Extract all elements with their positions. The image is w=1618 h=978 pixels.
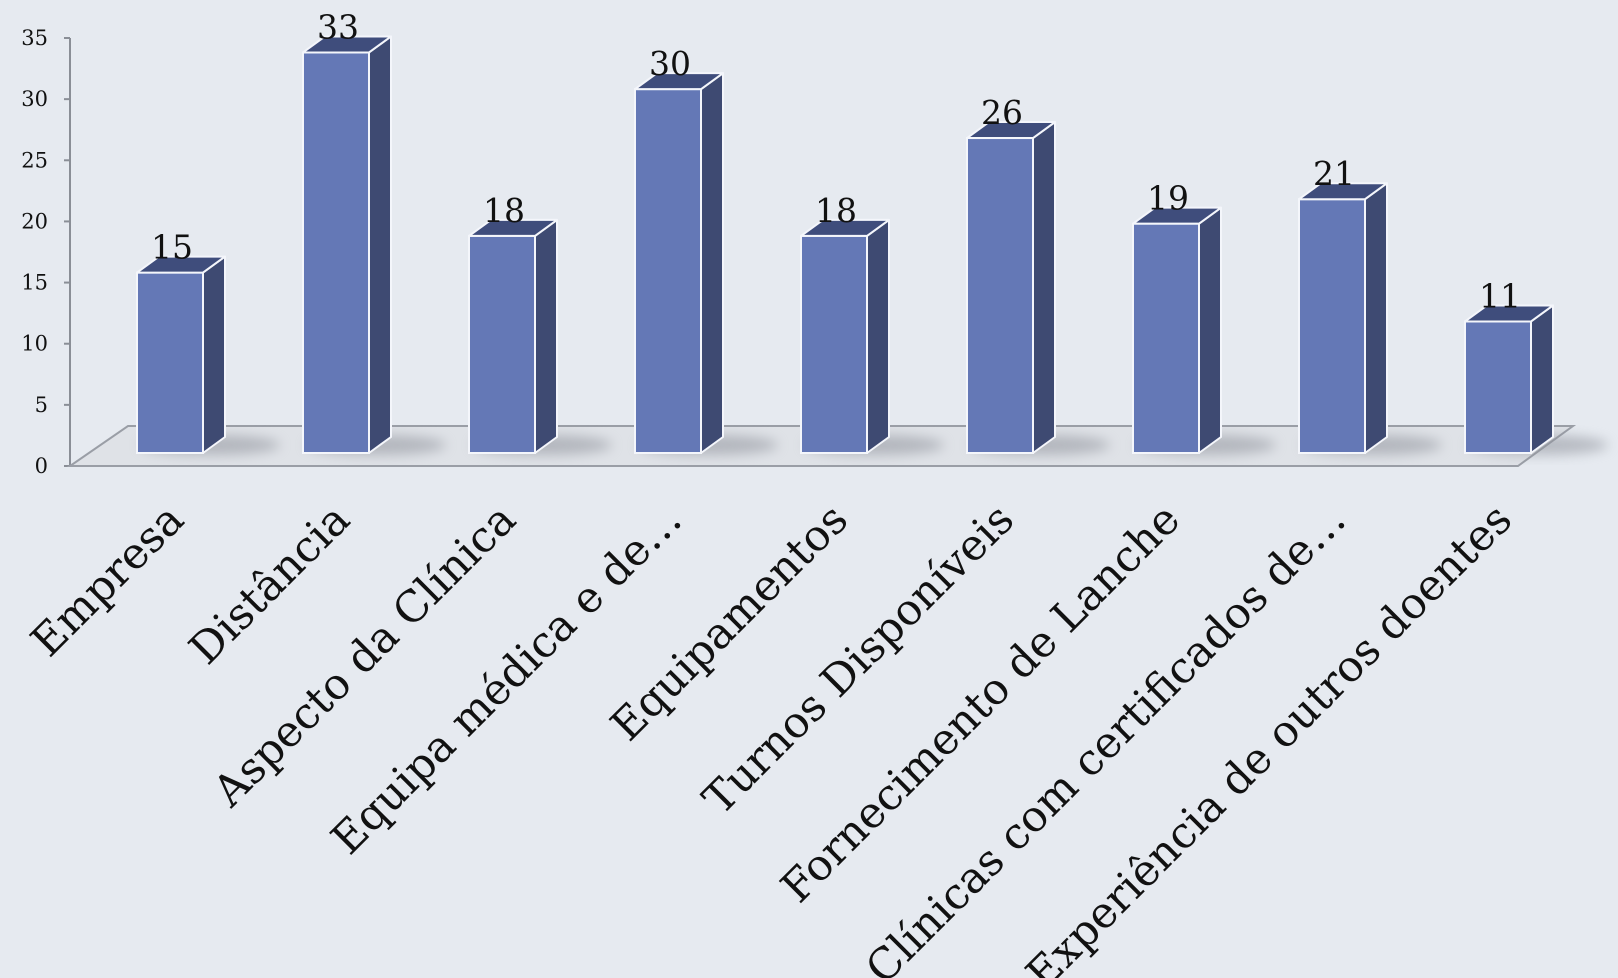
y-tick-label: 5 [35, 393, 48, 417]
bar [966, 121, 1110, 455]
x-category-label: Empresa [22, 494, 194, 666]
bar-top [302, 35, 392, 54]
bar-front [1298, 198, 1366, 454]
bar-front [966, 137, 1034, 455]
y-tick-label: 20 [21, 209, 48, 233]
bar-side [1032, 121, 1056, 454]
y-tick-label: 35 [21, 26, 48, 50]
bar-side [1530, 304, 1554, 454]
bar-top [468, 218, 558, 237]
data-label: 26 [981, 93, 1023, 132]
bar [1132, 206, 1276, 455]
data-label: 15 [151, 228, 193, 267]
x-category-label: Turnos Disponíveis [694, 494, 1024, 824]
bar-front [800, 234, 868, 454]
data-label: 30 [649, 44, 691, 83]
bar [800, 218, 944, 455]
bar-side [866, 218, 890, 454]
bar-top [966, 121, 1056, 140]
bar-side [700, 72, 724, 454]
y-tick-label: 25 [21, 148, 48, 172]
bar-top [800, 218, 890, 237]
bar-side [1364, 182, 1388, 454]
y-tick-label: 30 [21, 87, 48, 111]
bar [302, 35, 446, 455]
bar-front [634, 88, 702, 455]
y-tick-label: 15 [21, 271, 48, 295]
bar-top [1298, 182, 1388, 201]
y-tick-label: 10 [21, 332, 48, 356]
bar [136, 255, 280, 455]
bar [634, 72, 778, 455]
bar-top [1132, 206, 1222, 225]
bar-side [202, 255, 226, 454]
bar [1298, 182, 1442, 455]
data-label: 19 [1147, 179, 1189, 218]
bar-front [302, 51, 370, 454]
bar-front [1464, 320, 1532, 454]
data-label: 18 [815, 191, 857, 230]
x-category-label: Aspecto da Clínica [203, 494, 526, 817]
bar-front [136, 271, 204, 455]
data-label: 33 [317, 7, 359, 46]
bar-front [468, 234, 536, 454]
x-category-label: Distância [180, 494, 360, 674]
bar [468, 218, 612, 455]
y-tick-label: 0 [35, 454, 48, 478]
bar-front [1132, 222, 1200, 454]
bar-top [634, 72, 724, 91]
bar-side [534, 218, 558, 454]
bar [1464, 304, 1608, 455]
bar-side [1198, 206, 1222, 454]
bar-top [136, 255, 226, 274]
data-label: 11 [1479, 276, 1521, 315]
data-label: 18 [483, 191, 525, 230]
data-label: 21 [1313, 154, 1355, 193]
bar-top [1464, 304, 1554, 323]
bar-side [368, 35, 392, 454]
